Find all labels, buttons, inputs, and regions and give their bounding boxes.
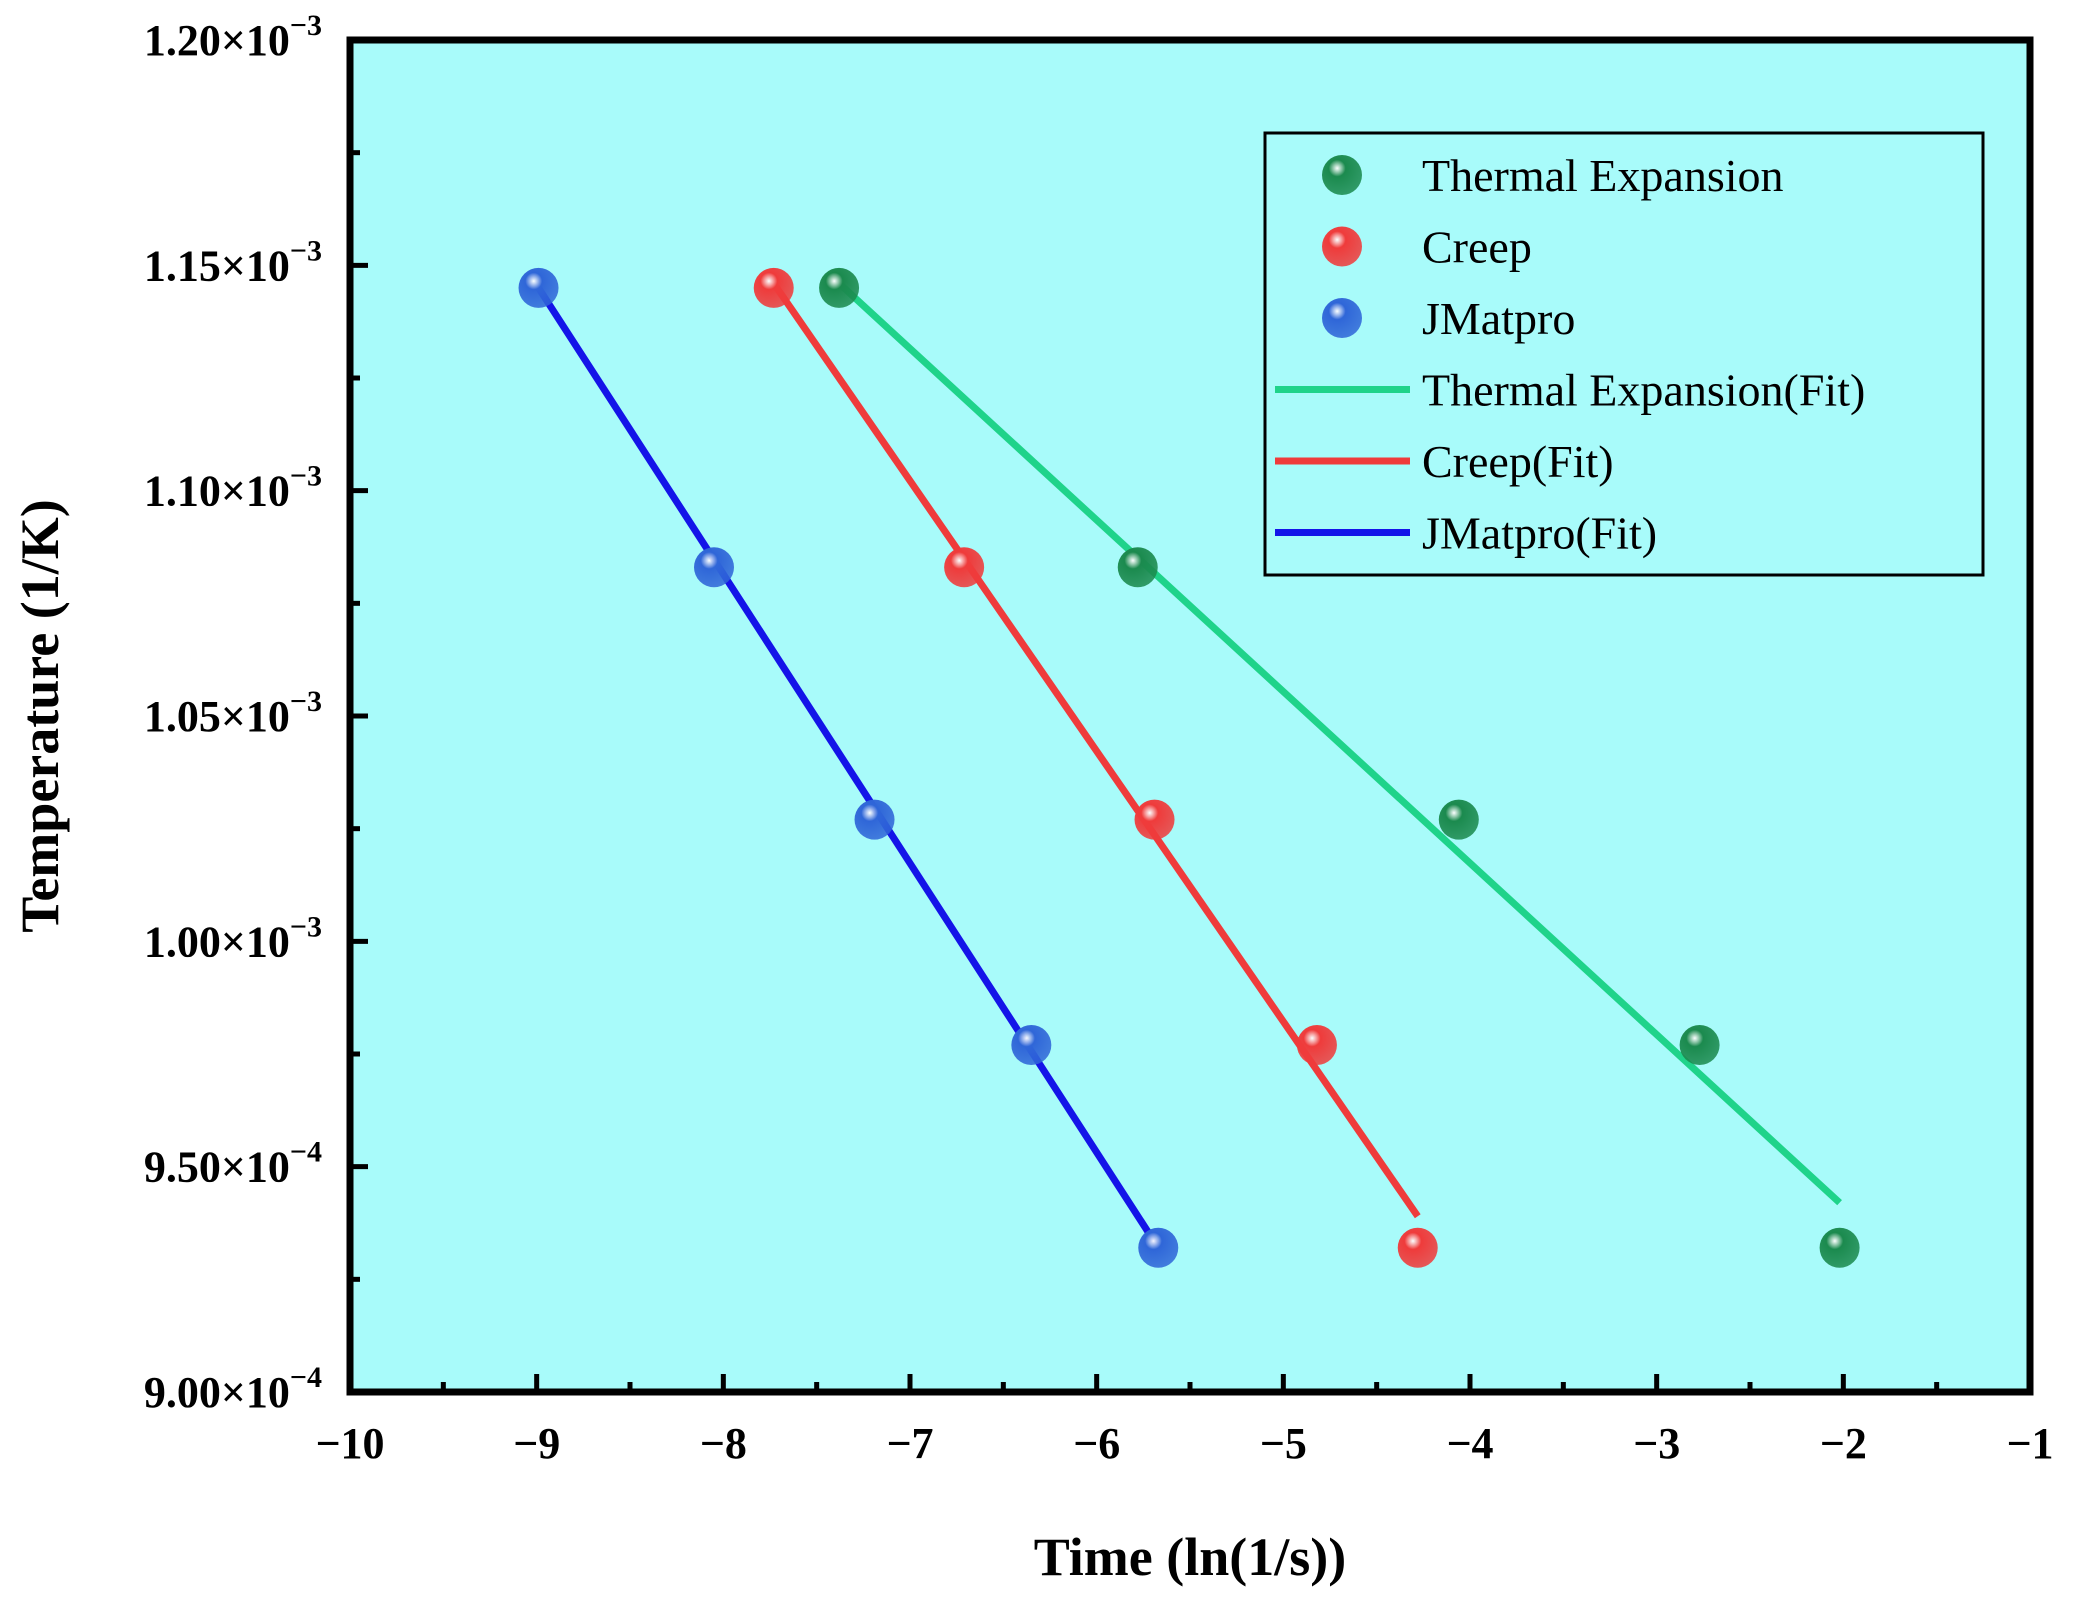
y-axis-title: Temperature (1/K) <box>10 499 70 932</box>
point-creep-1 <box>753 267 794 308</box>
point-creep-5 <box>1397 1227 1438 1268</box>
point-jmatpro-2 <box>694 547 734 588</box>
point-thermal-expansion-4 <box>1679 1024 1720 1065</box>
y-tick-label: 1.10×10−3 <box>144 460 322 516</box>
point-creep-4 <box>1296 1024 1337 1065</box>
legend-marker <box>1322 226 1362 267</box>
point-thermal-expansion-2 <box>1117 547 1158 588</box>
x-tick-label: −10 <box>315 1419 384 1468</box>
point-creep-2 <box>944 547 985 588</box>
x-tick-label: −2 <box>1820 1419 1867 1468</box>
axis-ticks <box>347 37 2033 1395</box>
legend-box <box>1263 131 1985 577</box>
legend-label: Thermal Expansion(Fit) <box>1422 365 1865 416</box>
legend-marker <box>1322 155 1362 195</box>
legend-label: Thermal Expansion <box>1422 150 1784 201</box>
point-jmatpro-5 <box>1138 1227 1179 1268</box>
y-tick-label: 1.05×10−3 <box>144 685 322 741</box>
x-tick-label: −4 <box>1446 1419 1493 1468</box>
x-tick-label: −5 <box>1260 1419 1307 1468</box>
y-tick-label: 9.00×10−4 <box>144 1361 322 1417</box>
x-axis-title: Time (ln(1/s)) <box>1034 1527 1346 1587</box>
x-tick-label: −8 <box>700 1419 747 1468</box>
x-tick-label: −9 <box>513 1419 560 1468</box>
legend-label: JMatpro(Fit) <box>1422 508 1657 559</box>
x-tick-label: −3 <box>1633 1419 1680 1468</box>
x-tick-label: −7 <box>886 1419 933 1468</box>
legend-label: JMatpro <box>1422 293 1575 344</box>
fit-line-thermal-expansion-fit <box>836 280 1842 1206</box>
legend-marker <box>1322 298 1362 338</box>
legend-label: Creep <box>1422 222 1532 273</box>
x-tick-label: −1 <box>2006 1419 2053 1468</box>
y-tick-label: 1.20×10−3 <box>144 9 322 65</box>
point-jmatpro-4 <box>1011 1024 1052 1065</box>
legend-label: Creep(Fit) <box>1422 436 1614 487</box>
point-jmatpro-1 <box>518 267 559 308</box>
y-tick-label: 1.00×10−3 <box>144 910 322 966</box>
point-thermal-expansion-5 <box>1819 1227 1860 1268</box>
x-tick-label: −6 <box>1073 1419 1120 1468</box>
legend: Thermal Expansion Creep JMatpro Thermal Exp… <box>1263 131 1985 577</box>
plot-area <box>350 40 2030 1392</box>
fit-line-jmatpro-fit <box>535 285 1162 1250</box>
y-tick-label: 9.50×10−4 <box>144 1136 322 1192</box>
data-points <box>518 267 1860 1268</box>
y-tick-label: 1.15×10−3 <box>144 234 322 290</box>
point-thermal-expansion-1 <box>819 267 860 308</box>
tick-labels: −10 −9 −8 −7 −6 −5 −4 −3 −2 −1 9.00×10−4 9.50×10−4 1… <box>144 9 2054 1468</box>
point-creep-3 <box>1134 799 1175 840</box>
point-jmatpro-3 <box>854 799 895 840</box>
point-thermal-expansion-3 <box>1438 799 1479 840</box>
